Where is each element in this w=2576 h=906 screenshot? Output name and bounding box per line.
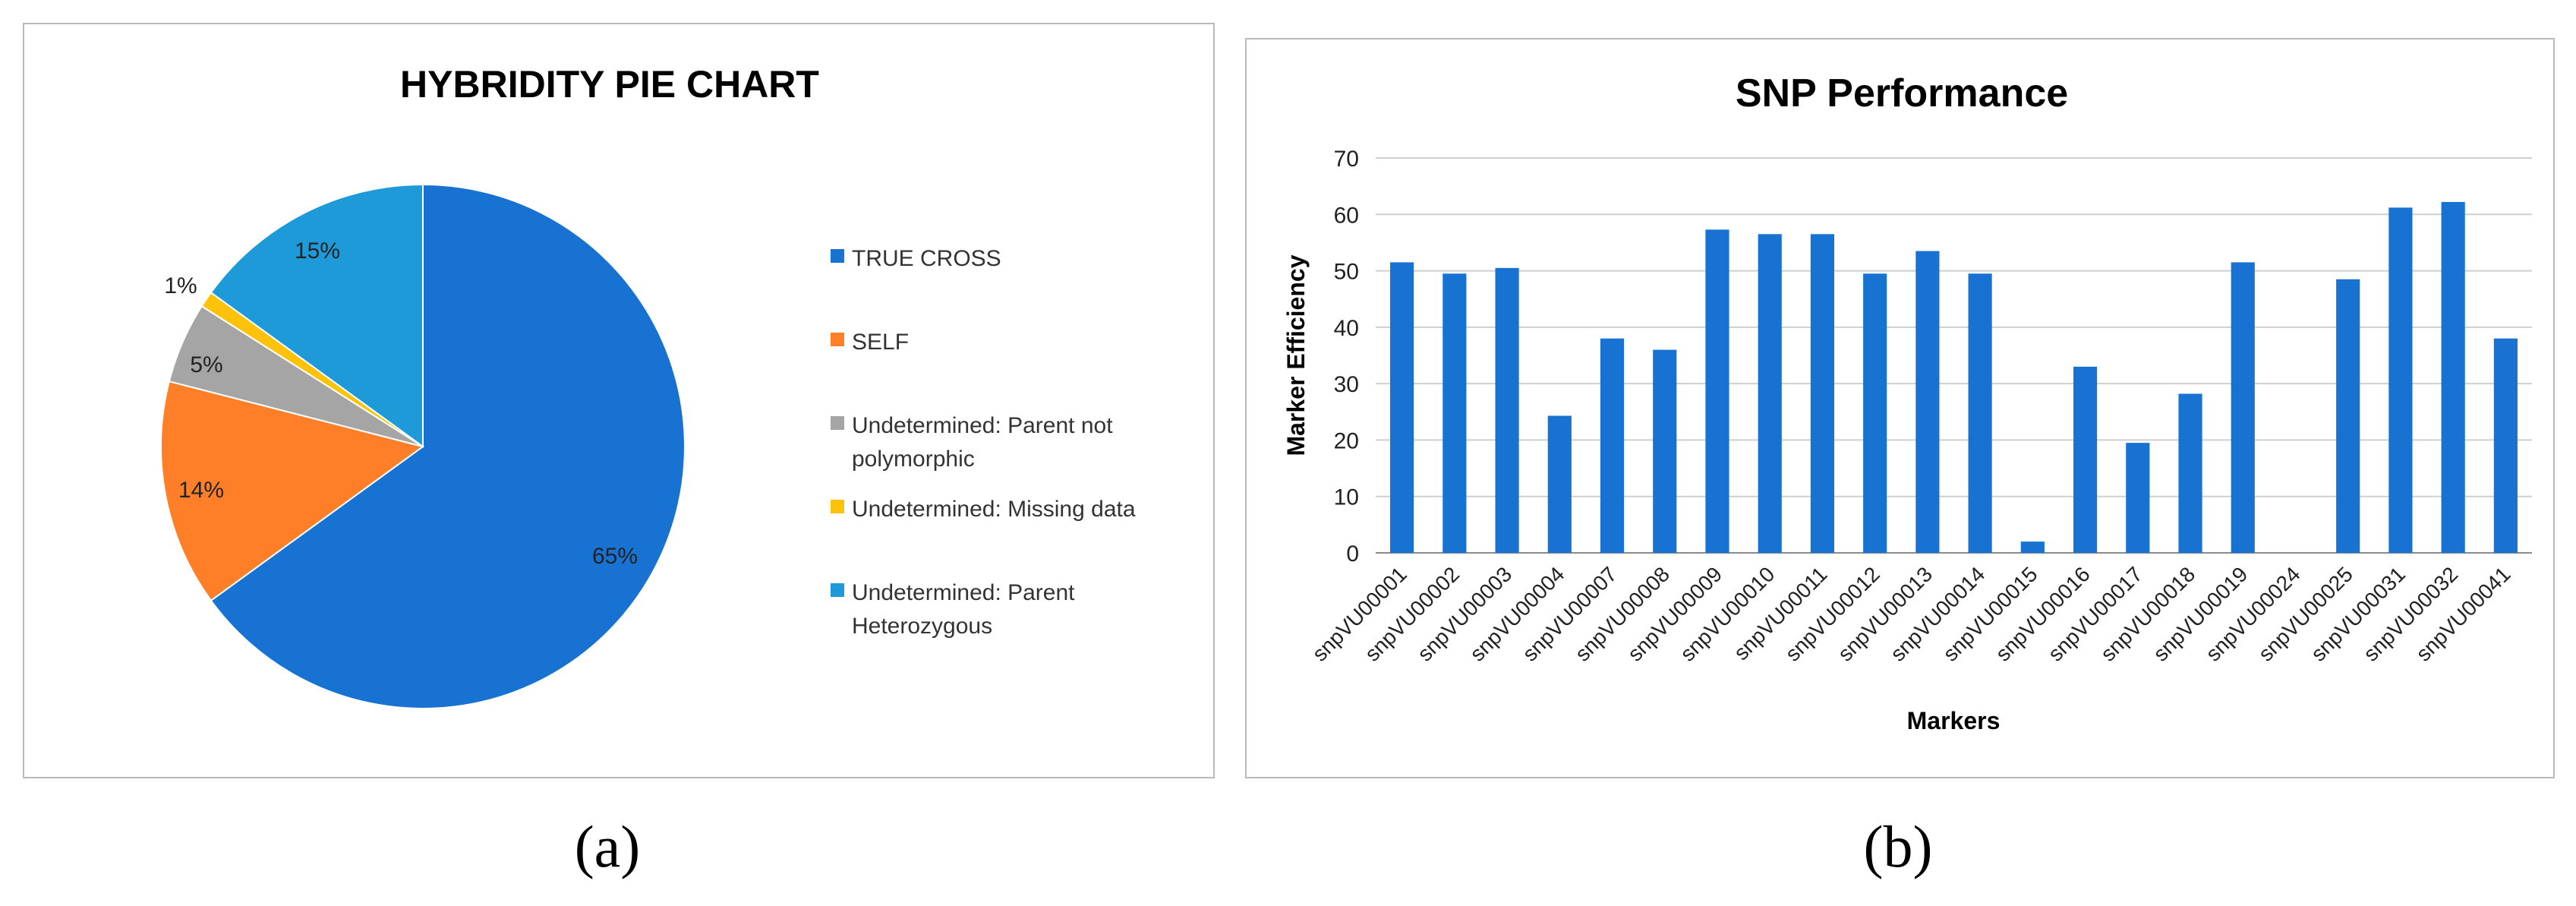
legend-swatch bbox=[831, 583, 844, 597]
bar bbox=[1810, 234, 1835, 553]
pie-slice-label: 14% bbox=[178, 478, 224, 503]
bar bbox=[1915, 251, 1940, 553]
x-axis-label: Markers bbox=[1907, 707, 2001, 734]
legend-entry: polymorphic bbox=[852, 447, 975, 472]
pie-title: HYBRIDITY PIE CHART bbox=[400, 63, 819, 106]
bar bbox=[2441, 201, 2465, 553]
bar bbox=[2073, 366, 2098, 553]
legend-entry: Undetermined: Parent bbox=[852, 580, 1075, 605]
legend-entry: Heterozygous bbox=[852, 614, 992, 639]
bar bbox=[2178, 393, 2202, 553]
pie-slice-label: 5% bbox=[190, 352, 222, 377]
legend-entry: Undetermined: Missing data bbox=[852, 497, 1136, 522]
bar bbox=[2493, 338, 2518, 553]
legend-entry: Undetermined: Parent not bbox=[852, 413, 1113, 438]
pie-slice-label: 1% bbox=[164, 273, 197, 298]
bar bbox=[2388, 207, 2413, 553]
legend-swatch bbox=[831, 500, 844, 513]
y-tick-label: 50 bbox=[1334, 260, 1359, 285]
bar bbox=[2126, 443, 2150, 553]
bar bbox=[1390, 262, 1414, 553]
panel-label-b: (b) bbox=[1863, 813, 1933, 879]
y-tick-label: 10 bbox=[1334, 485, 1359, 510]
y-tick-label: 40 bbox=[1334, 316, 1359, 341]
pie-slice-label: 15% bbox=[295, 238, 340, 264]
bar bbox=[1758, 234, 1782, 553]
bar bbox=[1495, 267, 1519, 553]
legend-swatch bbox=[831, 416, 844, 430]
bar bbox=[1705, 229, 1729, 553]
y-tick-label: 60 bbox=[1334, 203, 1359, 228]
bar bbox=[2020, 541, 2045, 553]
bar bbox=[1968, 273, 1992, 553]
panel-label-a: (a) bbox=[574, 813, 641, 879]
bar-title: SNP Performance bbox=[1736, 71, 2068, 115]
pie-slice bbox=[160, 380, 425, 602]
pie-slice bbox=[210, 183, 424, 448]
bar bbox=[1547, 415, 1572, 553]
bar bbox=[2336, 279, 2360, 553]
bar bbox=[1653, 349, 1677, 553]
legend-entry: TRUE CROSS bbox=[852, 246, 1001, 271]
legend-swatch bbox=[831, 249, 844, 263]
pie-slice-label: 65% bbox=[592, 544, 638, 569]
bar bbox=[1600, 338, 1625, 553]
y-tick-label: 30 bbox=[1334, 372, 1359, 397]
legend-swatch bbox=[831, 333, 844, 346]
legend-entry: SELF bbox=[852, 330, 909, 355]
y-tick-label: 20 bbox=[1334, 428, 1359, 453]
bar bbox=[2231, 262, 2255, 553]
y-tick-label: 0 bbox=[1346, 541, 1359, 567]
bar bbox=[1442, 273, 1467, 553]
y-tick-label: 70 bbox=[1334, 147, 1359, 172]
pie-slice bbox=[210, 183, 686, 709]
bar bbox=[1863, 273, 1887, 553]
y-axis-label: Marker Efficiency bbox=[1282, 254, 1310, 456]
